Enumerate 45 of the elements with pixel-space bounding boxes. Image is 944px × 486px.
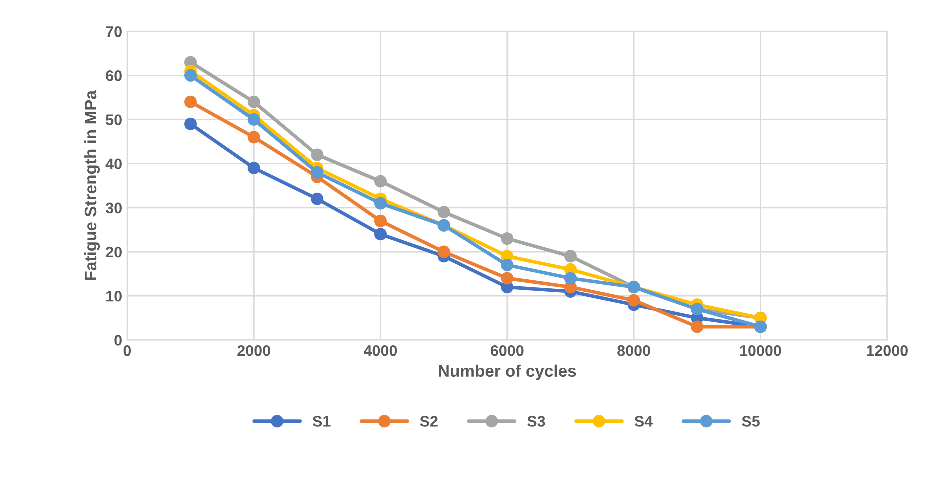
y-axis-title: Fatigue Strength in MPa — [84, 90, 100, 280]
point — [691, 320, 704, 334]
point — [564, 250, 577, 263]
point — [184, 96, 198, 108]
point — [374, 175, 387, 188]
point — [248, 114, 260, 126]
point — [248, 131, 260, 144]
x-tick-label: 12000 — [867, 345, 908, 356]
point — [374, 214, 387, 228]
point — [564, 272, 577, 285]
point — [184, 69, 198, 82]
point — [438, 246, 450, 258]
y-tick-label: 20 — [106, 246, 122, 258]
point — [501, 272, 514, 285]
point — [311, 148, 324, 162]
point — [501, 232, 514, 246]
x-axis-title: Number of cycles — [439, 364, 576, 380]
y-tick-label: 60 — [106, 70, 122, 82]
y-tick-label: 70 — [106, 26, 122, 38]
legend-label: S3 — [528, 416, 546, 427]
point — [374, 197, 387, 210]
point — [311, 166, 324, 179]
legend-label: S5 — [742, 416, 760, 427]
point — [248, 96, 260, 108]
point — [184, 118, 198, 130]
point — [248, 162, 260, 175]
x-tick-label: 8000 — [618, 345, 650, 356]
y-tick-label: 0 — [114, 335, 122, 346]
point — [501, 259, 514, 272]
x-tick-label: 2000 — [238, 345, 270, 356]
point — [311, 192, 324, 206]
x-tick-label: 6000 — [490, 345, 524, 356]
legend-label: S4 — [634, 416, 653, 427]
y-tick-label: 10 — [106, 290, 122, 302]
point — [438, 206, 450, 219]
point — [628, 294, 640, 307]
x-tick-label: 4000 — [364, 345, 398, 356]
y-tick-label: 30 — [106, 202, 122, 214]
y-tick-label: 40 — [106, 158, 122, 170]
legend-label: S2 — [420, 416, 438, 427]
x-tick-label: 0 — [124, 345, 132, 356]
x-tick-label: 10000 — [740, 345, 782, 356]
y-tick-label: 50 — [106, 114, 122, 126]
legend-label: S1 — [312, 416, 331, 427]
point — [374, 228, 387, 241]
